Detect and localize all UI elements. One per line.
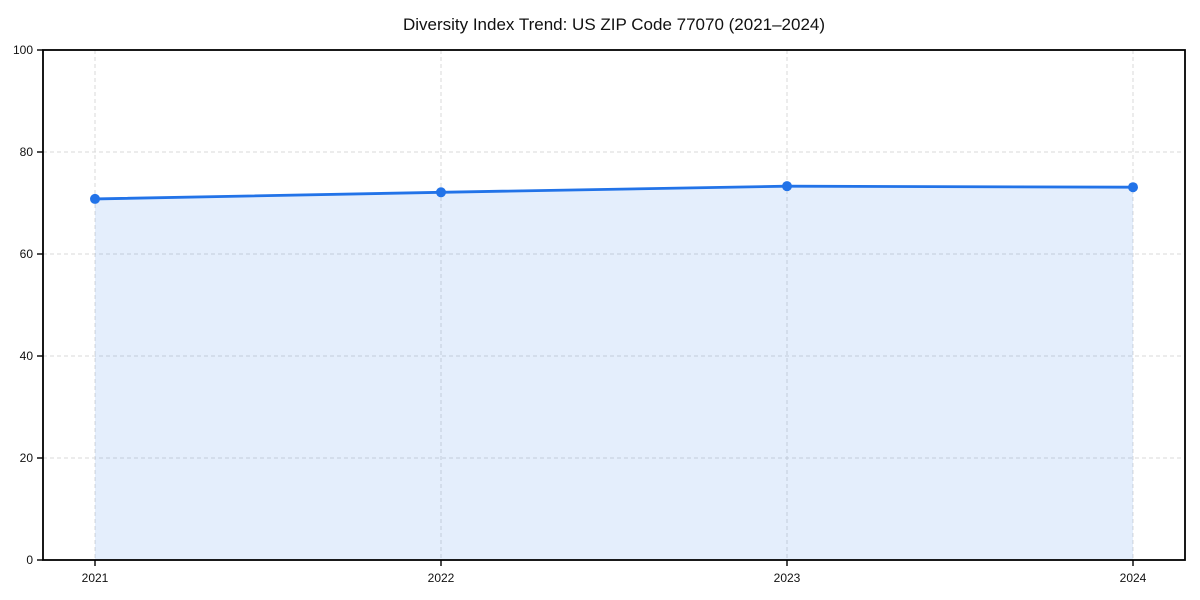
area-fill <box>95 186 1133 561</box>
x-tick-label: 2021 <box>82 571 109 585</box>
y-tick-label: 60 <box>20 247 34 261</box>
trend-line <box>93 184 1135 201</box>
x-tick-label: 2023 <box>774 571 801 585</box>
data-point-2023 <box>782 181 792 192</box>
data-point-2022 <box>436 187 446 198</box>
plot-frame <box>42 49 1186 561</box>
y-tick-label: 100 <box>13 43 33 57</box>
chart-title: Diversity Index Trend: US ZIP Code 77070… <box>402 15 826 34</box>
x-tick-label: 2024 <box>1120 571 1147 585</box>
y-tick-label: 20 <box>20 451 34 465</box>
y-tick-label: 80 <box>20 145 34 159</box>
y-tick-label: 40 <box>20 349 34 363</box>
data-point-2021 <box>90 193 100 204</box>
x-tick-label: 2022 <box>428 571 455 585</box>
data-point-2024 <box>1128 182 1138 193</box>
y-tick-label: 0 <box>26 553 33 567</box>
